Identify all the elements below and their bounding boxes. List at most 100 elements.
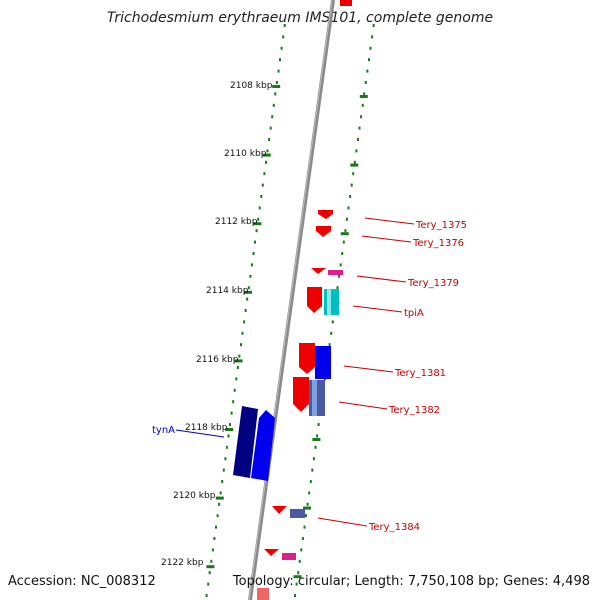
track-dot (316, 434, 319, 438)
tick-mark (206, 565, 215, 569)
gene-tery-1384 (290, 509, 305, 518)
track-dot (311, 468, 314, 472)
track-dot (301, 537, 304, 540)
track-dot (312, 457, 315, 461)
track-dot (306, 502, 309, 506)
track-dot (349, 195, 352, 198)
track-dot (272, 103, 275, 107)
track-dot (241, 331, 244, 335)
tick-label: 2122 kbp (161, 558, 204, 568)
track-dot (274, 92, 277, 96)
track-dot (297, 571, 300, 575)
track-dot (210, 559, 213, 563)
track-dot (303, 525, 306, 529)
tick-mark (303, 506, 311, 510)
track-dot (371, 35, 374, 39)
track-dot (341, 252, 344, 255)
track-dot (222, 468, 225, 472)
track-dot (361, 103, 364, 107)
track-dot (255, 229, 258, 233)
tick-label: 2120 kbp (173, 491, 216, 501)
track-dot (235, 377, 238, 381)
track-dot (236, 366, 239, 369)
leader-line (364, 217, 415, 225)
track-dot (266, 149, 269, 153)
track-dot (271, 115, 274, 119)
track-dot (205, 594, 208, 597)
leader-line (317, 517, 368, 527)
track-dot (298, 559, 301, 563)
leader-line (352, 305, 403, 313)
track-dot (232, 400, 235, 404)
track-dot (300, 548, 303, 552)
tick-label: 2114 kbp (206, 286, 249, 296)
track-dot (269, 126, 272, 130)
track-dot (308, 491, 311, 495)
track-dot (309, 480, 312, 483)
gene-bottom-red (264, 549, 279, 556)
gene-tery-1384-red (272, 506, 287, 514)
track-dot (260, 195, 263, 198)
gene-label-tery-1379: Tery_1379 (407, 278, 459, 289)
track-dot (240, 343, 242, 347)
gene-tyna (251, 410, 275, 481)
genome-stats-label: Topology: circular; Length: 7,750,108 bp… (232, 574, 590, 589)
track-dot (225, 445, 228, 449)
track-dot (258, 206, 261, 210)
track-dot (219, 491, 222, 495)
track-dot (338, 274, 341, 278)
track-dot (268, 138, 271, 141)
leader-line (361, 235, 412, 243)
track-dot (350, 183, 353, 187)
gene-tery-1381-red (299, 343, 315, 374)
gene-label-tery-1376: Tery_1376 (412, 238, 464, 249)
track-dot (211, 548, 214, 552)
leader-line (356, 275, 407, 283)
track-dot (249, 274, 252, 278)
gene-label-tery-1375: Tery_1375 (415, 220, 467, 231)
track-dot (366, 69, 369, 73)
track-dot (227, 434, 230, 438)
track-dot (238, 354, 241, 358)
track-dot (339, 263, 342, 267)
track-dot (254, 240, 256, 244)
gene-tpia-red (307, 287, 322, 313)
tick-mark (340, 232, 349, 236)
track-dot (215, 525, 217, 529)
tick-marks-left (206, 85, 281, 569)
gene-tery-1379a (311, 268, 326, 274)
track-dot (314, 445, 317, 449)
gene-tyna-navy (233, 406, 258, 478)
track-dot (363, 92, 366, 96)
tick-mark (312, 438, 321, 441)
track-dot (230, 411, 233, 415)
track-dot (224, 457, 227, 461)
track-dot (355, 149, 358, 153)
tick-label: 2116 kbp (196, 355, 239, 365)
gene-tery-1382-highlight (312, 380, 317, 416)
track-dot (280, 46, 283, 50)
track-dot (221, 480, 224, 483)
accession-label: Accession: NC_008312 (8, 574, 156, 589)
track-dot (358, 126, 361, 130)
track-dot (243, 320, 246, 324)
leader-line (343, 365, 394, 373)
track-dot (279, 58, 281, 62)
track-dot (261, 183, 264, 187)
track-dot (282, 35, 285, 39)
tick-label: 2112 kbp (215, 217, 258, 227)
track-dot (257, 217, 260, 221)
track-dot (372, 24, 375, 27)
tick-label: 2118 kbp (185, 423, 228, 433)
gene-tpia (324, 289, 339, 315)
track-dot (275, 81, 278, 84)
track-dot (263, 172, 266, 176)
leader-line (175, 429, 225, 438)
tick-mark (359, 95, 368, 98)
tick-mark (350, 163, 359, 167)
track-dot (317, 423, 320, 426)
track-dot (369, 46, 372, 50)
track-dot (331, 320, 334, 324)
track-dot (229, 423, 231, 426)
dotted-track-left (205, 24, 286, 597)
